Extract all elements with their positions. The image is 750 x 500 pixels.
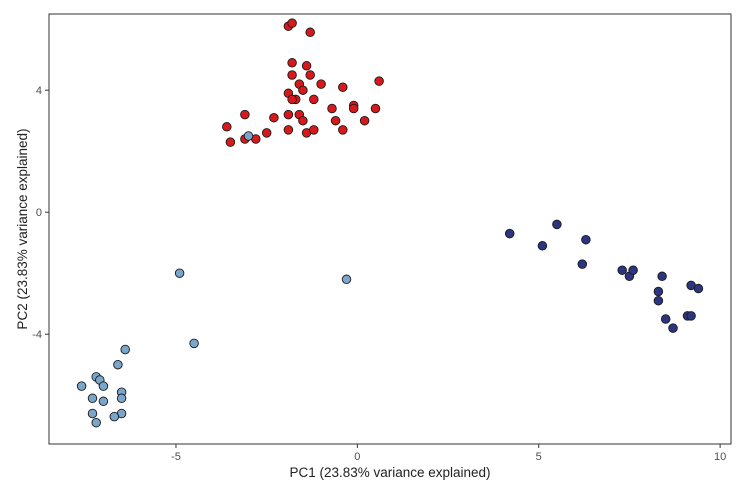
scatter-point (617, 265, 627, 275)
scatter-point (116, 393, 127, 404)
plot-panel-border (48, 13, 732, 445)
scatter-point (305, 27, 315, 38)
x-axis-label: PC1 (23.83% variance explained) (289, 465, 490, 480)
scatter-point (316, 79, 326, 89)
scatter-point (109, 411, 120, 422)
scatter-point (657, 271, 667, 282)
scatter-point (660, 314, 671, 324)
scatter-point (348, 103, 359, 114)
scatter-point (537, 241, 548, 251)
scatter-point (338, 82, 348, 92)
scatter-point (374, 76, 384, 86)
scatter-point (305, 70, 315, 80)
scatter-point (287, 18, 297, 28)
scatter-point (243, 131, 254, 141)
scatter-point (309, 94, 319, 105)
scatter-point (504, 228, 515, 239)
scatter-point (693, 283, 704, 294)
scatter-point (113, 359, 123, 370)
x-axis-ticks: -5 0 5 10 (171, 444, 726, 463)
scatter-point (653, 286, 664, 297)
x-tick-label: 5 (536, 451, 542, 463)
scatter-points (76, 18, 704, 428)
scatter-point (287, 58, 297, 68)
x-tick-label: 0 (354, 451, 360, 463)
scatter-point (686, 311, 696, 321)
scatter-point (261, 128, 272, 138)
scatter-point (225, 137, 236, 147)
scatter-point (653, 295, 664, 306)
scatter-point (581, 234, 591, 245)
scatter-point (577, 259, 588, 269)
y-axis-label: PC2 (23.83% variance explained) (15, 128, 30, 329)
scatter-point (98, 396, 109, 407)
x-tick-label: -5 (171, 451, 181, 463)
scatter-point (309, 125, 319, 135)
scatter-point (87, 408, 98, 419)
scatter-point (189, 338, 199, 349)
scatter-point (174, 268, 185, 278)
scatter-point (370, 103, 381, 114)
scatter-point (552, 219, 562, 230)
y-tick-label: -4 (32, 329, 42, 341)
scatter-point (298, 115, 308, 126)
x-tick-label: 10 (714, 451, 726, 463)
scatter-point (287, 94, 297, 105)
scatter-point (283, 109, 294, 120)
y-tick-label: 0 (36, 207, 42, 219)
scatter-point (359, 115, 370, 126)
scatter-point (338, 125, 348, 135)
scatter-point (327, 103, 337, 114)
scatter-point (87, 393, 98, 404)
y-axis-ticks: -4 0 4 (32, 85, 49, 341)
scatter-point (222, 122, 232, 132)
scatter-point (301, 61, 312, 71)
scatter-point (91, 417, 101, 428)
scatter-point (98, 381, 109, 391)
scatter-point (341, 274, 352, 285)
scatter-point (287, 70, 297, 80)
scatter-point (120, 344, 130, 355)
scatter-point (240, 109, 250, 120)
scatter-point (283, 125, 294, 135)
scatter-point (269, 112, 279, 123)
scatter-point (330, 115, 341, 126)
scatter-point (668, 323, 678, 333)
scatter-point (628, 265, 638, 275)
scatter-point (76, 381, 87, 391)
scatter-point (298, 85, 308, 95)
y-tick-label: 4 (36, 85, 42, 97)
